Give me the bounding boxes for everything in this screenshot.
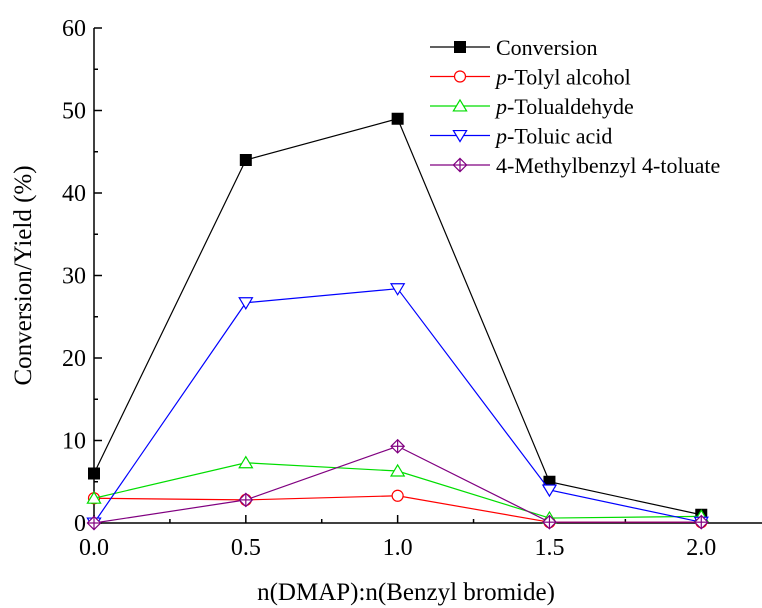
legend-marker bbox=[452, 157, 468, 173]
y-tick-label: 50 bbox=[62, 99, 86, 125]
y-tick-label: 60 bbox=[62, 16, 86, 42]
legend-label-text: 4-Methylbenzyl 4-toluate bbox=[496, 153, 720, 178]
legend-label-prefix: p bbox=[494, 94, 507, 119]
legend-label-text: Conversion bbox=[496, 35, 597, 60]
axes: 0 10 20 30 40 50 60 0.0 0.5 1.0 1.5 2.0 bbox=[62, 16, 762, 561]
y-tick-label: 0 bbox=[74, 511, 86, 537]
legend-label: p-Tolyl alcohol bbox=[494, 65, 631, 90]
x-tick-label: 1.0 bbox=[383, 535, 413, 561]
data-point bbox=[390, 438, 406, 454]
legend-label: p-Toluic acid bbox=[494, 124, 612, 149]
data-point bbox=[541, 484, 558, 498]
data-point bbox=[542, 514, 557, 530]
legend-marker bbox=[454, 41, 466, 53]
series-line bbox=[93, 445, 702, 524]
series-line bbox=[93, 288, 702, 524]
data-point bbox=[88, 467, 100, 480]
data-point bbox=[391, 489, 404, 502]
legend-label: Conversion bbox=[496, 35, 597, 60]
y-tick-label: 10 bbox=[62, 429, 86, 455]
data-point bbox=[693, 514, 709, 530]
series-4 bbox=[86, 438, 709, 531]
series-layer bbox=[86, 112, 709, 531]
data-point bbox=[389, 283, 406, 296]
legend-label: 4-Methylbenzyl 4-toluate bbox=[496, 153, 720, 178]
legend-label-text: -Toluic acid bbox=[507, 124, 612, 149]
x-axis-title: n(DMAP):n(Benzyl bromide) bbox=[257, 579, 555, 606]
legend-entry: p-Toluic acid bbox=[430, 124, 612, 149]
data-point bbox=[86, 491, 102, 504]
y-tick-label: 40 bbox=[62, 181, 86, 207]
data-point bbox=[238, 492, 254, 508]
y-axis-title: Conversion/Yield (%) bbox=[10, 165, 37, 385]
legend-entry: p-Tolualdehyde bbox=[430, 94, 634, 119]
series-line bbox=[93, 118, 702, 516]
legend-entry: p-Tolyl alcohol bbox=[430, 65, 631, 90]
x-tick-label: 1.5 bbox=[534, 535, 564, 561]
data-point bbox=[238, 297, 254, 310]
y-tick-label: 30 bbox=[62, 264, 86, 290]
data-point bbox=[86, 515, 102, 531]
legend-marker bbox=[452, 98, 468, 112]
x-tick-label: 0.0 bbox=[79, 535, 109, 561]
x-tick-label: 2.0 bbox=[686, 535, 716, 561]
legend-marker bbox=[452, 129, 468, 143]
legend-label: p-Tolualdehyde bbox=[494, 94, 634, 119]
legend-label-text: -Tolyl alcohol bbox=[507, 65, 631, 90]
data-point bbox=[391, 112, 404, 125]
legend-entry: 4-Methylbenzyl 4-toluate bbox=[430, 153, 720, 178]
y-tick-label: 20 bbox=[62, 346, 86, 372]
legend-label-prefix: p bbox=[494, 124, 507, 149]
legend-label-text: -Tolualdehyde bbox=[507, 94, 634, 119]
data-point bbox=[389, 463, 406, 477]
legend-label-prefix: p bbox=[494, 65, 507, 90]
data-point bbox=[239, 154, 252, 166]
x-tick-label: 0.5 bbox=[231, 535, 261, 561]
legend-marker bbox=[453, 70, 467, 83]
legend-entry: Conversion bbox=[430, 35, 597, 60]
data-point bbox=[238, 455, 254, 469]
